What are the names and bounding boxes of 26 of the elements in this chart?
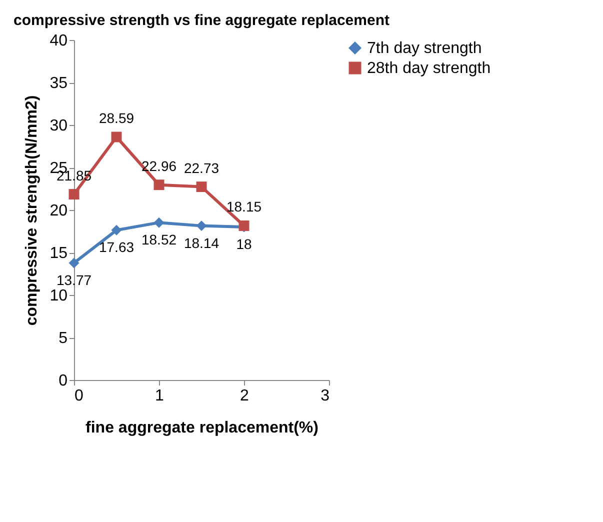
data-label: 17.63 <box>98 239 134 256</box>
x-tick-label: 1 <box>155 388 164 404</box>
y-tick-label: 10 <box>50 288 68 304</box>
data-label: 18.52 <box>141 232 177 248</box>
y-tick-label: 35 <box>50 75 68 92</box>
data-label: 18.14 <box>184 234 220 251</box>
y-tick-label: 30 <box>50 118 68 134</box>
y-axis-title: compressive strength(N/mm2) <box>24 95 41 326</box>
x-tick-label: 2 <box>240 388 250 404</box>
data-label: 13.77 <box>56 272 92 288</box>
data-label: 22.73 <box>184 160 220 176</box>
legend-label: 7th day strength <box>367 40 482 57</box>
y-tick-label: 40 <box>50 32 68 50</box>
data-label: 18 <box>236 236 252 252</box>
x-tick-label: 3 <box>320 388 330 404</box>
y-tick-label: 0 <box>58 372 68 390</box>
y-tick-label: 15 <box>50 245 68 262</box>
x-axis-title: fine aggregate replacement(%) <box>86 420 318 436</box>
y-tick-label: 20 <box>50 202 68 220</box>
data-label: 22.96 <box>141 158 177 174</box>
data-label: 28.59 <box>98 110 134 126</box>
chart-title: compressive strength vs fine aggregate replacement <box>14 12 390 29</box>
x-tick-label: 0 <box>74 388 84 404</box>
data-label: 18.15 <box>226 198 262 215</box>
y-tick-label: 5 <box>58 330 68 347</box>
legend-label: 28th day strength <box>367 60 491 77</box>
